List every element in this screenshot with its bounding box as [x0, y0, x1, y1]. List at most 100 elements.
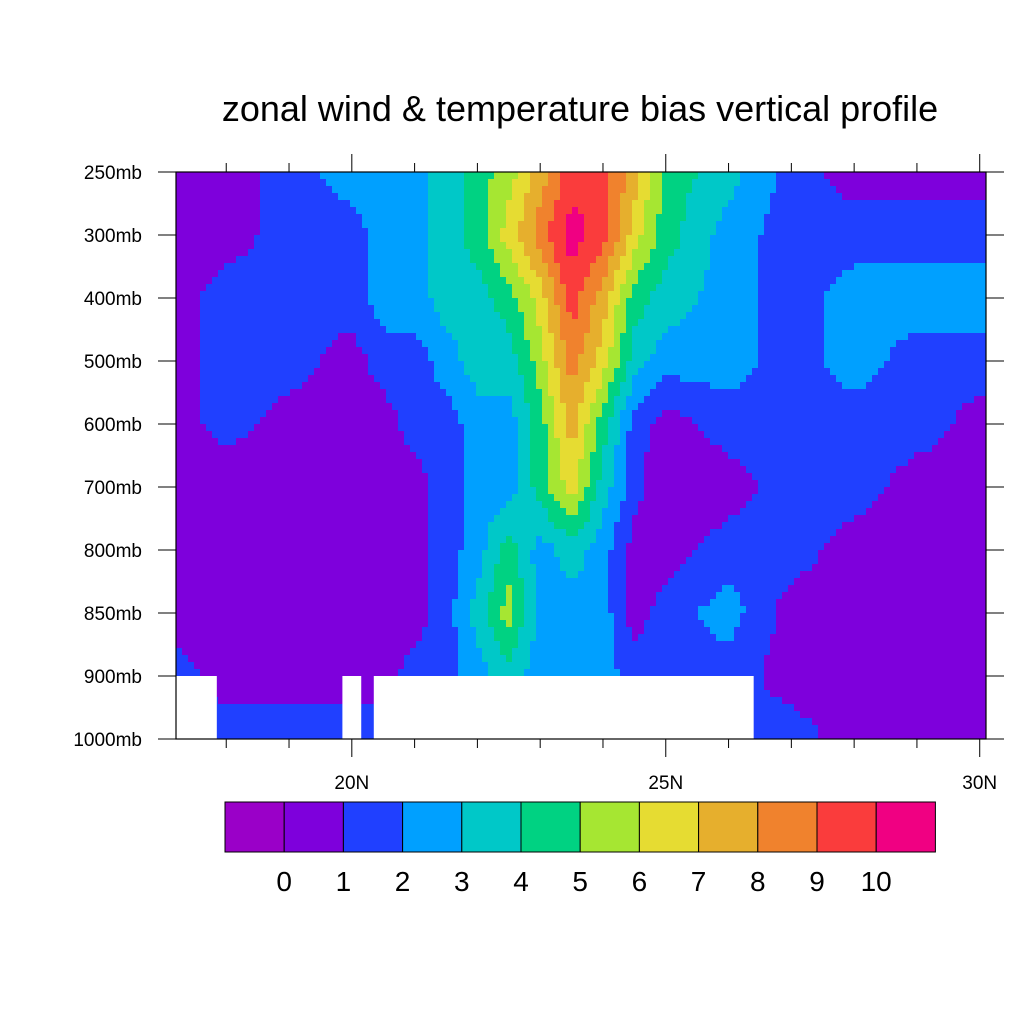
field-cell: [188, 347, 195, 355]
field-cell: [200, 291, 207, 299]
field-cell: [614, 403, 621, 411]
field-cell: [584, 207, 591, 215]
field-cell: [176, 312, 183, 320]
field-cell: [254, 417, 261, 425]
field-cell: [362, 193, 369, 201]
field-cell: [182, 228, 189, 236]
field-cell: [368, 333, 375, 341]
field-cell: [818, 312, 825, 320]
field-cell: [782, 172, 789, 180]
field-cell: [218, 221, 225, 229]
field-cell: [332, 221, 339, 229]
field-cell: [266, 221, 273, 229]
field-cell: [944, 249, 951, 257]
field-cell: [260, 389, 267, 397]
field-cell: [746, 207, 753, 215]
field-cell: [716, 214, 723, 222]
field-cell: [980, 256, 986, 264]
field-cell: [842, 291, 849, 299]
field-cell: [326, 375, 333, 383]
field-cell: [224, 375, 231, 383]
field-cell: [296, 319, 303, 327]
field-cell: [980, 312, 986, 320]
field-cell: [824, 277, 831, 285]
field-cell: [662, 410, 669, 418]
field-cell: [314, 277, 321, 285]
field-cell: [350, 270, 357, 278]
field-cell: [338, 193, 345, 201]
field-cell: [860, 396, 867, 404]
field-cell: [398, 186, 405, 194]
field-cell: [326, 417, 333, 425]
field-cell: [734, 263, 741, 271]
field-cell: [542, 347, 549, 355]
field-cell: [932, 193, 939, 201]
field-cell: [962, 347, 969, 355]
field-cell: [440, 193, 447, 201]
field-cell: [674, 326, 681, 334]
field-cell: [368, 186, 375, 194]
field-cell: [482, 207, 489, 215]
field-cell: [878, 256, 885, 264]
field-cell: [200, 375, 207, 383]
field-cell: [638, 298, 645, 306]
field-cell: [356, 333, 363, 341]
field-cell: [752, 354, 759, 362]
field-cell: [506, 403, 513, 411]
field-cell: [482, 375, 489, 383]
field-cell: [968, 221, 975, 229]
field-cell: [314, 340, 321, 348]
field-cell: [794, 249, 801, 257]
field-cell: [590, 361, 597, 369]
field-cell: [218, 354, 225, 362]
field-cell: [428, 179, 435, 187]
field-cell: [566, 298, 573, 306]
field-cell: [302, 291, 309, 299]
field-cell: [686, 368, 693, 376]
field-cell: [632, 277, 639, 285]
field-cell: [566, 235, 573, 243]
field-cell: [338, 186, 345, 194]
field-cell: [314, 396, 321, 404]
field-cell: [302, 249, 309, 257]
field-cell: [374, 228, 381, 236]
field-cell: [560, 410, 567, 418]
field-cell: [758, 270, 765, 278]
field-cell: [872, 368, 879, 376]
field-cell: [614, 263, 621, 271]
field-cell: [758, 193, 765, 201]
field-cell: [614, 382, 621, 390]
field-cell: [890, 179, 897, 187]
field-cell: [260, 270, 267, 278]
field-cell: [476, 347, 483, 355]
field-cell: [332, 305, 339, 313]
field-cell: [548, 368, 555, 376]
field-cell: [536, 277, 543, 285]
field-cell: [860, 319, 867, 327]
field-cell: [410, 396, 417, 404]
field-cell: [716, 347, 723, 355]
field-cell: [974, 354, 981, 362]
field-cell: [926, 207, 933, 215]
field-cell: [914, 179, 921, 187]
field-cell: [230, 228, 237, 236]
field-cell: [392, 179, 399, 187]
field-cell: [230, 277, 237, 285]
field-cell: [530, 256, 537, 264]
field-cell: [608, 263, 615, 271]
field-cell: [626, 291, 633, 299]
field-cell: [470, 424, 477, 432]
field-cell: [632, 375, 639, 383]
field-cell: [374, 172, 381, 180]
field-cell: [308, 291, 315, 299]
field-cell: [248, 354, 255, 362]
field-cell: [824, 319, 831, 327]
field-cell: [698, 221, 705, 229]
field-cell: [374, 179, 381, 187]
field-cell: [440, 214, 447, 222]
field-cell: [266, 326, 273, 334]
field-cell: [518, 417, 525, 425]
field-cell: [200, 214, 207, 222]
field-cell: [620, 249, 627, 257]
field-cell: [632, 305, 639, 313]
